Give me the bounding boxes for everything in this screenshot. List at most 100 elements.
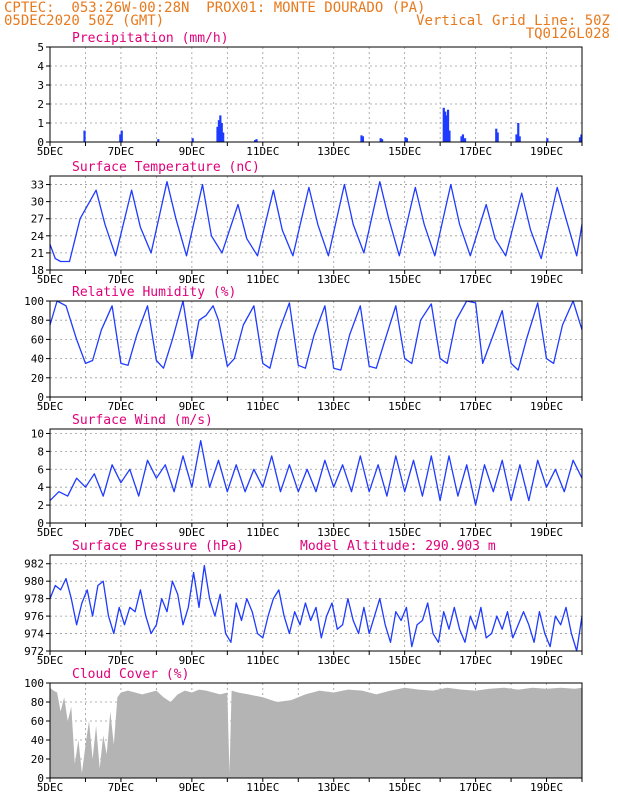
cloud-ytick-label: 20	[31, 753, 44, 766]
wind-ytick-label: 8	[37, 445, 44, 458]
wind-frame	[49, 428, 583, 524]
precip-bar	[445, 115, 448, 142]
wind-xtick-label: 7DEC	[108, 526, 135, 539]
wind-xtick-label: 11DEC	[246, 526, 279, 539]
wind-ytick-label: 10	[31, 427, 44, 440]
precip-ytick-label: 2	[37, 98, 44, 111]
temp-frame	[49, 175, 583, 271]
wind-xtick-label: 17DEC	[459, 526, 492, 539]
pres-xtick-label: 19DEC	[530, 654, 563, 667]
precip-bar	[495, 128, 498, 142]
pres-xtick-label: 7DEC	[108, 654, 135, 667]
pres-xtick-label: 5DEC	[37, 654, 64, 667]
rh-ytick-label: 20	[31, 372, 44, 385]
wind-series-line	[49, 439, 583, 506]
temp-xtick-label: 5DEC	[37, 273, 64, 286]
precip-bar	[518, 136, 521, 142]
wind-xtick-label: 15DEC	[388, 526, 421, 539]
rh-xtick-label: 9DEC	[179, 400, 206, 413]
pres-xtick-label: 11DEC	[246, 654, 279, 667]
precip-bar	[83, 130, 86, 142]
temp-title: Surface Temperature (nC)	[72, 160, 260, 175]
precip-bar	[216, 126, 219, 142]
precip-bar	[379, 138, 382, 142]
rh-xtick-label: 15DEC	[388, 400, 421, 413]
precip-bar	[219, 115, 222, 142]
pres-xtick-label: 15DEC	[388, 654, 421, 667]
precip-bar	[515, 134, 518, 142]
pres-title: Surface Pressure (hPa)	[72, 539, 244, 554]
precip-bar	[220, 123, 223, 142]
precip-bar	[517, 123, 520, 142]
precip-ytick-label: 3	[37, 79, 44, 92]
precip-bar	[448, 130, 451, 142]
pres-ytick-label: 976	[24, 610, 44, 623]
cloud-xtick-label: 17DEC	[459, 781, 492, 794]
precip-bar	[360, 135, 363, 142]
precip-bar	[578, 137, 582, 142]
cloud-ytick-label: 80	[31, 696, 44, 709]
temp-ytick-label: 24	[31, 230, 45, 243]
precip-xtick-label: 5DEC	[37, 145, 64, 158]
precip-bar	[460, 136, 463, 142]
cloud-area	[50, 687, 582, 778]
rh-ytick-label: 100	[24, 295, 44, 308]
pres-series-line	[49, 564, 583, 652]
pres-subtitle: Model Altitude: 290.903 m	[300, 539, 496, 554]
precip-bar	[463, 138, 467, 142]
precip-bar	[380, 139, 384, 142]
precip-bar	[444, 111, 447, 142]
temp-ytick-label: 33	[31, 179, 44, 192]
precip-bar	[119, 134, 122, 142]
rh-xtick-label: 17DEC	[459, 400, 492, 413]
rh-xtick-label: 5DEC	[37, 400, 64, 413]
precip-bar	[255, 139, 258, 142]
precip-bar	[157, 139, 160, 142]
precip-ytick-label: 4	[37, 60, 44, 73]
precip-bar	[580, 134, 583, 142]
precip-frame	[49, 46, 583, 143]
wind-xtick-label: 13DEC	[317, 526, 350, 539]
rh-xtick-label: 11DEC	[246, 400, 279, 413]
wind-ytick-label: 2	[37, 499, 44, 512]
cloud-ytick-label: 100	[24, 677, 44, 690]
rh-series-line	[49, 300, 583, 371]
temp-xtick-label: 13DEC	[317, 273, 350, 286]
pres-xtick-label: 17DEC	[459, 654, 492, 667]
pres-ytick-label: 978	[24, 593, 44, 606]
pres-ytick-label: 974	[24, 628, 44, 641]
pres-frame	[49, 554, 583, 652]
temp-xtick-label: 9DEC	[179, 273, 206, 286]
precip-bar	[442, 107, 445, 142]
precip-bar	[361, 136, 365, 142]
pres-xtick-label: 13DEC	[317, 654, 350, 667]
pres-xtick-label: 9DEC	[179, 654, 206, 667]
cloud-xtick-label: 7DEC	[108, 781, 135, 794]
cloud-ytick-label: 60	[31, 715, 44, 728]
precip-ytick-label: 0	[37, 136, 44, 149]
precip-bar	[546, 138, 549, 142]
precip-bar	[120, 130, 123, 142]
cloud-ytick-label: 0	[37, 772, 44, 785]
temp-xtick-label: 15DEC	[388, 273, 421, 286]
cloud-xtick-label: 5DEC	[37, 781, 64, 794]
cloud-xtick-label: 19DEC	[530, 781, 563, 794]
rh-ytick-label: 40	[31, 353, 44, 366]
temp-xtick-label: 17DEC	[459, 273, 492, 286]
cloud-ytick-label: 40	[31, 734, 44, 747]
temp-ytick-label: 18	[31, 264, 44, 277]
temp-ytick-label: 27	[31, 213, 44, 226]
precip-xtick-label: 11DEC	[246, 145, 279, 158]
rh-ytick-label: 0	[37, 391, 44, 404]
rh-xtick-label: 7DEC	[108, 400, 135, 413]
header-date: 05DEC2020 50Z (GMT)	[4, 13, 165, 29]
precip-xtick-label: 15DEC	[388, 145, 421, 158]
precip-ytick-label: 1	[37, 117, 44, 130]
wind-xtick-label: 19DEC	[530, 526, 563, 539]
precip-bar	[446, 109, 450, 142]
precip-xtick-label: 13DEC	[317, 145, 350, 158]
precip-bar	[222, 132, 225, 142]
cloud-xtick-label: 11DEC	[246, 781, 279, 794]
precip-bar	[496, 132, 499, 142]
